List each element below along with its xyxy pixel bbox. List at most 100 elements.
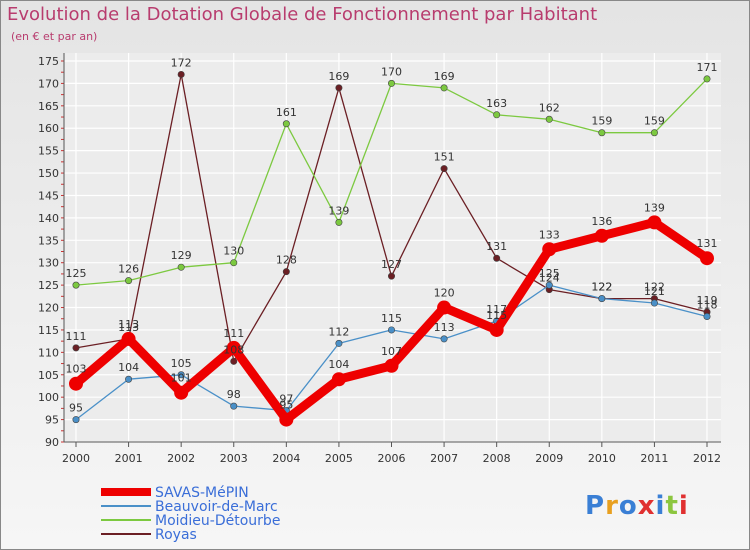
data-label: 172 — [171, 56, 192, 69]
y-tick-label: 160 — [38, 122, 59, 135]
chart-subtitle: (en € et par an) — [11, 30, 98, 43]
x-tick-label: 2008 — [483, 452, 511, 465]
data-point — [650, 129, 658, 137]
data-label: 127 — [381, 258, 402, 271]
data-point — [440, 335, 448, 343]
data-point — [335, 218, 343, 226]
y-tick-label: 165 — [38, 100, 59, 113]
data-point — [177, 263, 185, 271]
data-point — [226, 340, 241, 355]
data-point — [331, 372, 346, 387]
y-tick-label: 145 — [38, 189, 59, 202]
y-tick-label: 135 — [38, 234, 59, 247]
data-label: 128 — [276, 254, 297, 267]
x-tick-label: 2004 — [272, 452, 300, 465]
data-point — [230, 402, 238, 410]
data-point — [121, 331, 136, 346]
data-point — [72, 416, 80, 424]
y-tick-label: 140 — [38, 212, 59, 225]
data-point — [703, 75, 711, 83]
data-label: 117 — [486, 303, 507, 316]
data-point — [440, 84, 448, 92]
data-label: 113 — [118, 318, 139, 331]
data-label: 98 — [227, 388, 241, 401]
proxiti-logo: Proxiti — [585, 491, 689, 521]
data-label: 162 — [539, 101, 560, 114]
data-point — [72, 344, 80, 352]
data-label: 121 — [644, 285, 665, 298]
x-tick-label: 2000 — [62, 452, 90, 465]
data-label: 105 — [171, 357, 192, 370]
x-tick-label: 2007 — [430, 452, 458, 465]
x-tick-label: 2001 — [115, 452, 143, 465]
x-tick-label: 2005 — [325, 452, 353, 465]
data-label: 95 — [69, 402, 83, 415]
data-point — [125, 277, 133, 285]
data-label: 133 — [539, 228, 560, 241]
logo-letter: i — [678, 491, 689, 521]
data-label: 163 — [486, 97, 507, 110]
data-point — [69, 376, 83, 391]
data-label: 159 — [591, 115, 612, 128]
data-label: 113 — [434, 321, 455, 334]
data-label: 113 — [118, 321, 139, 334]
data-label: 120 — [434, 287, 455, 300]
logo-letter: r — [605, 491, 619, 521]
data-point — [545, 281, 553, 289]
y-tick-label: 90 — [45, 436, 59, 449]
data-label: 169 — [434, 70, 455, 83]
data-label: 108 — [223, 343, 244, 356]
data-label: 124 — [539, 272, 560, 285]
data-label: 130 — [223, 245, 244, 258]
y-tick-label: 105 — [38, 369, 59, 382]
data-label: 125 — [539, 267, 560, 280]
data-point — [387, 79, 395, 87]
data-label: 122 — [591, 281, 612, 294]
data-label: 111 — [223, 327, 244, 340]
data-point — [387, 272, 395, 280]
data-label: 170 — [381, 65, 402, 78]
data-point — [647, 215, 662, 230]
data-label: 97 — [279, 393, 293, 406]
data-point — [542, 242, 557, 257]
data-point — [437, 300, 452, 315]
data-label: 122 — [644, 281, 665, 294]
logo-letter: o — [618, 491, 638, 521]
logo-letter: i — [655, 491, 666, 521]
y-tick-label: 155 — [38, 145, 59, 158]
data-point — [440, 165, 448, 173]
data-point — [282, 268, 290, 276]
chart-title: Evolution de la Dotation Globale de Fonc… — [7, 4, 598, 25]
y-tick-label: 175 — [38, 55, 59, 68]
data-point — [230, 259, 238, 267]
legend-label: Beauvoir-de-Marc — [155, 499, 278, 515]
y-tick-label: 115 — [38, 324, 59, 337]
data-point — [335, 339, 343, 347]
data-label: 159 — [644, 115, 665, 128]
data-point — [598, 295, 606, 303]
data-label: 107 — [381, 345, 402, 358]
logo-letter: P — [585, 491, 606, 521]
data-point — [384, 358, 399, 373]
data-label: 115 — [486, 309, 507, 322]
data-point — [493, 254, 501, 262]
data-label: 126 — [118, 263, 139, 276]
plot-area — [64, 53, 721, 442]
data-label: 161 — [276, 106, 297, 119]
data-point — [177, 371, 185, 379]
data-point — [177, 70, 185, 78]
logo-letter: t — [665, 491, 679, 521]
data-label: 101 — [171, 372, 192, 385]
data-point — [700, 251, 714, 266]
y-tick-label: 125 — [38, 279, 59, 292]
legend-label: SAVAS-MéPIN — [155, 485, 249, 501]
data-point — [387, 326, 395, 334]
data-label: 103 — [66, 363, 87, 376]
data-label: 131 — [486, 240, 507, 253]
legend-label: Moidieu-Détourbe — [155, 513, 280, 529]
data-point — [598, 129, 606, 137]
data-point — [545, 115, 553, 123]
y-tick-label: 100 — [38, 391, 59, 404]
data-point — [594, 228, 609, 243]
